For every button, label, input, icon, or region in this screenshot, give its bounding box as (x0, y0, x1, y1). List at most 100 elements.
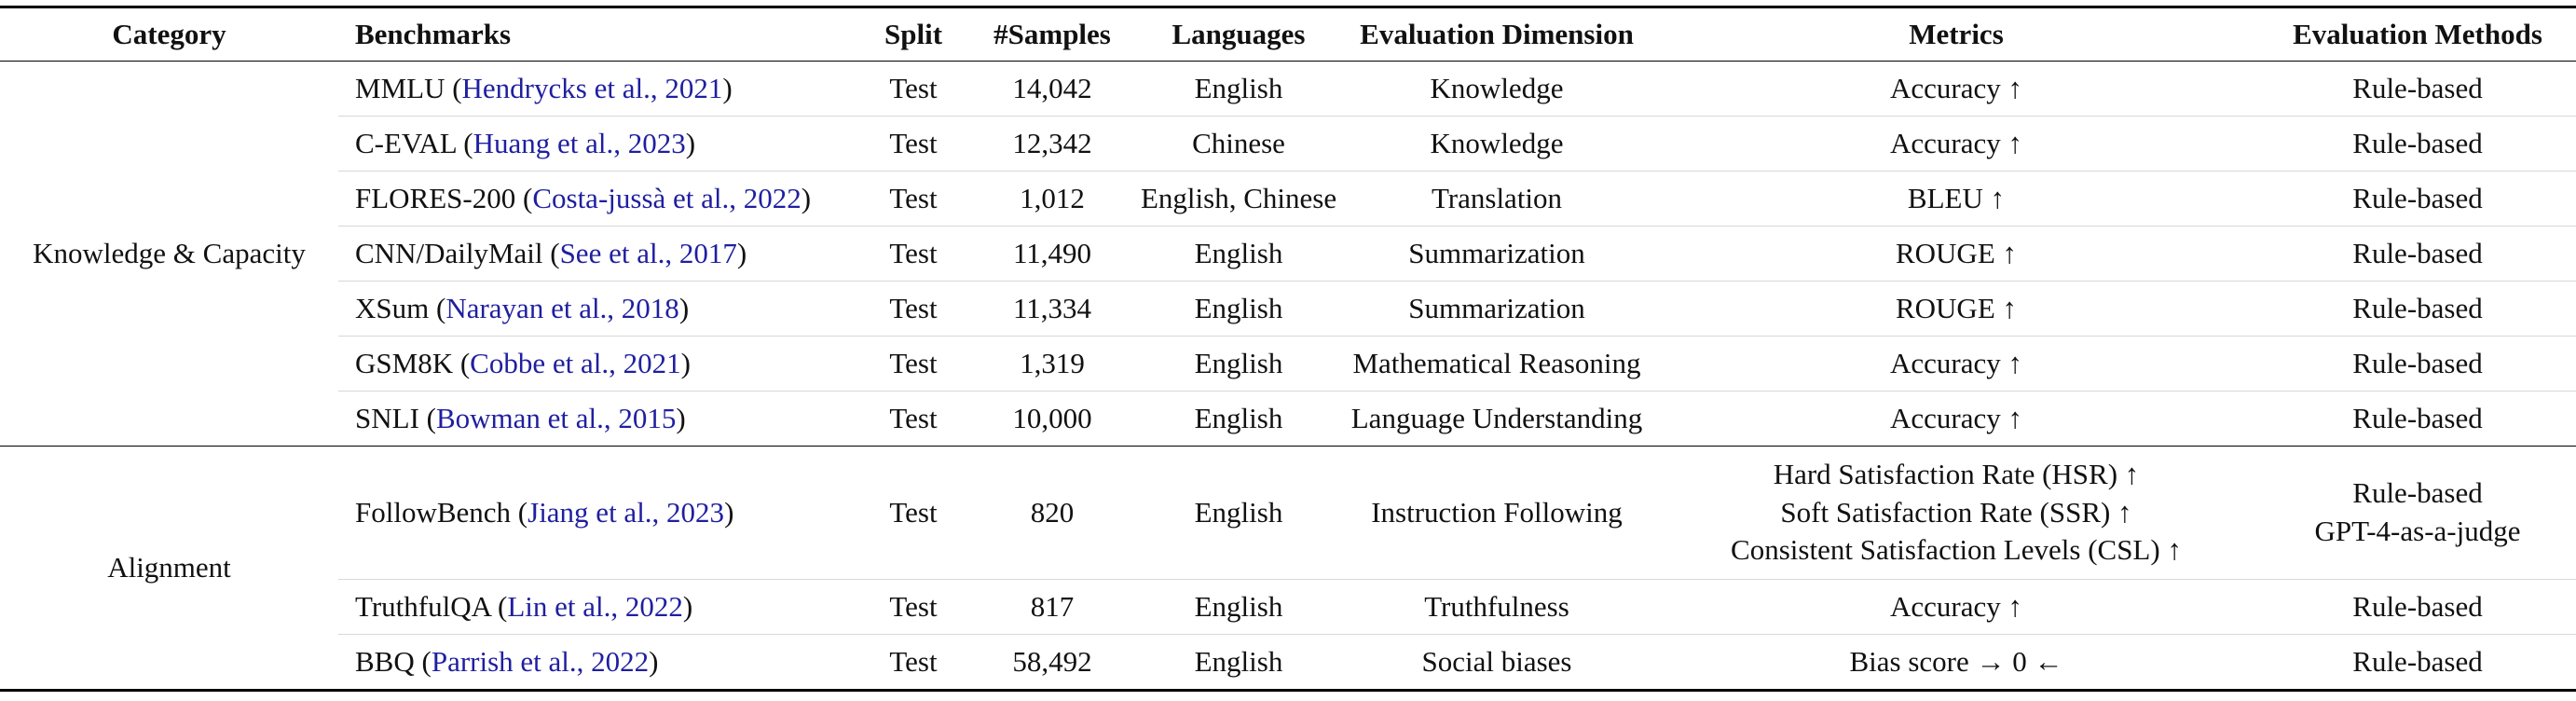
header-split: Split (859, 6, 967, 62)
languages-cell: Chinese (1137, 116, 1340, 172)
metrics-cell: Hard Satisfaction Rate (HSR) ↑ Soft Sati… (1653, 446, 2259, 580)
table-row: SNLI (Bowman et al., 2015) Test 10,000 E… (0, 391, 2576, 447)
languages-cell: English (1137, 336, 1340, 392)
paren-close: ) (676, 401, 686, 434)
methods-cell: Rule-based (2259, 171, 2576, 227)
benchmark-table: Category Benchmarks Split #Samples Langu… (0, 6, 2576, 692)
table-row: CNN/DailyMail (See et al., 2017) Test 11… (0, 226, 2576, 282)
benchmark-cell: C-EVAL (Huang et al., 2023) (338, 116, 859, 172)
benchmark-cell: FollowBench (Jiang et al., 2023) (338, 446, 859, 580)
metric-line: Hard Satisfaction Rate (HSR) ↑ (1773, 457, 2140, 490)
methods-cell: Rule-based (2259, 281, 2576, 337)
metrics-cell: ROUGE ↑ (1653, 281, 2259, 337)
benchmark-cell: FLORES-200 (Costa-jussà et al., 2022) (338, 171, 859, 227)
citation-link[interactable]: Bowman et al., 2015 (435, 401, 677, 434)
category-knowledge-capacity: Knowledge & Capacity (0, 61, 338, 447)
benchmark-name: XSum ( (355, 291, 446, 324)
dimension-cell: Knowledge (1340, 61, 1653, 117)
split-cell: Test (859, 61, 967, 117)
methods-cell: Rule-based (2259, 579, 2576, 635)
split-cell: Test (859, 171, 967, 227)
benchmark-cell: XSum (Narayan et al., 2018) (338, 281, 859, 337)
benchmark-name: BBQ ( (355, 644, 432, 678)
header-category: Category (0, 6, 338, 62)
languages-cell: English (1137, 281, 1340, 337)
method-line: GPT-4-as-a-judge (2314, 515, 2521, 547)
split-cell: Test (859, 446, 967, 580)
languages-cell: English (1137, 391, 1340, 447)
split-cell: Test (859, 391, 967, 447)
citation-link[interactable]: Jiang et al., 2023 (528, 495, 725, 529)
dimension-cell: Truthfulness (1340, 579, 1653, 635)
paren-close: ) (649, 644, 659, 678)
citation-link[interactable]: Hendrycks et al., 2021 (461, 71, 723, 104)
dimension-cell: Mathematical Reasoning (1340, 336, 1653, 392)
samples-cell: 10,000 (967, 391, 1137, 447)
table-row: C-EVAL (Huang et al., 2023) Test 12,342 … (0, 116, 2576, 172)
paren-close: ) (801, 181, 812, 214)
paren-close: ) (682, 589, 693, 623)
paren-close: ) (678, 291, 690, 324)
paren-close: ) (722, 71, 733, 104)
split-cell: Test (859, 579, 967, 635)
header-methods: Evaluation Methods (2259, 6, 2576, 62)
methods-cell: Rule-based (2259, 336, 2576, 392)
languages-cell: English (1137, 226, 1340, 282)
split-cell: Test (859, 634, 967, 692)
metrics-cell: Bias score → 0 ← (1653, 634, 2259, 692)
benchmark-name: CNN/DailyMail ( (355, 236, 560, 269)
header-benchmarks: Benchmarks (338, 6, 859, 62)
samples-cell: 1,012 (967, 171, 1137, 227)
paren-close: ) (680, 346, 691, 379)
citation-link[interactable]: Costa-jussà et al., 2022 (532, 181, 802, 214)
split-cell: Test (859, 281, 967, 337)
table-row: XSum (Narayan et al., 2018) Test 11,334 … (0, 281, 2576, 337)
samples-cell: 817 (967, 579, 1137, 635)
metric-line: Soft Satisfaction Rate (SSR) ↑ (1780, 495, 2132, 529)
methods-cell: Rule-based (2259, 226, 2576, 282)
methods-cell: Rule-based (2259, 634, 2576, 692)
header-metrics: Metrics (1653, 6, 2259, 62)
dimension-cell: Summarization (1340, 226, 1653, 282)
table-row: BBQ (Parrish et al., 2022) Test 58,492 E… (0, 634, 2576, 692)
benchmark-cell: SNLI (Bowman et al., 2015) (338, 391, 859, 447)
benchmark-name: MMLU ( (355, 71, 462, 104)
languages-cell: English (1137, 61, 1340, 117)
split-cell: Test (859, 226, 967, 282)
metrics-cell: Accuracy ↑ (1653, 579, 2259, 635)
category-alignment: Alignment (0, 446, 338, 692)
table-row: Alignment FollowBench (Jiang et al., 202… (0, 446, 2576, 692)
dimension-cell: Knowledge (1340, 116, 1653, 172)
benchmark-cell: BBQ (Parrish et al., 2022) (338, 634, 859, 692)
dimension-cell: Translation (1340, 171, 1653, 227)
header-languages: Languages (1137, 6, 1340, 62)
citation-link[interactable]: Lin et al., 2022 (507, 589, 683, 623)
benchmark-cell: MMLU (Hendrycks et al., 2021) (338, 61, 859, 117)
languages-cell: English (1137, 579, 1340, 635)
benchmark-cell: CNN/DailyMail (See et al., 2017) (338, 226, 859, 282)
metrics-cell: BLEU ↑ (1653, 171, 2259, 227)
split-cell: Test (859, 116, 967, 172)
paren-close: ) (685, 126, 696, 159)
table-row: Knowledge & Capacity MMLU (Hendrycks et … (0, 61, 2576, 447)
samples-cell: 11,490 (967, 226, 1137, 282)
table-row: GSM8K (Cobbe et al., 2021) Test 1,319 En… (0, 336, 2576, 392)
methods-cell: Rule-based GPT-4-as-a-judge (2259, 446, 2576, 580)
benchmark-name: FLORES-200 ( (355, 181, 533, 214)
citation-link[interactable]: See et al., 2017 (559, 236, 737, 269)
citation-link[interactable]: Parrish et al., 2022 (431, 644, 650, 678)
metrics-cell: ROUGE ↑ (1653, 226, 2259, 282)
paren-close: ) (736, 236, 747, 269)
citation-link[interactable]: Narayan et al., 2018 (445, 291, 679, 324)
split-cell: Test (859, 336, 967, 392)
metrics-cell: Accuracy ↑ (1653, 61, 2259, 117)
metric-line: Consistent Satisfaction Levels (CSL) ↑ (1731, 533, 2182, 567)
citation-link[interactable]: Huang et al., 2023 (473, 126, 686, 159)
languages-cell: English, Chinese (1137, 171, 1340, 227)
dimension-cell: Instruction Following (1340, 446, 1653, 580)
samples-cell: 14,042 (967, 61, 1137, 117)
dimension-cell: Summarization (1340, 281, 1653, 337)
benchmark-cell: TruthfulQA (Lin et al., 2022) (338, 579, 859, 635)
metrics-cell: Accuracy ↑ (1653, 116, 2259, 172)
citation-link[interactable]: Cobbe et al., 2021 (470, 346, 681, 379)
